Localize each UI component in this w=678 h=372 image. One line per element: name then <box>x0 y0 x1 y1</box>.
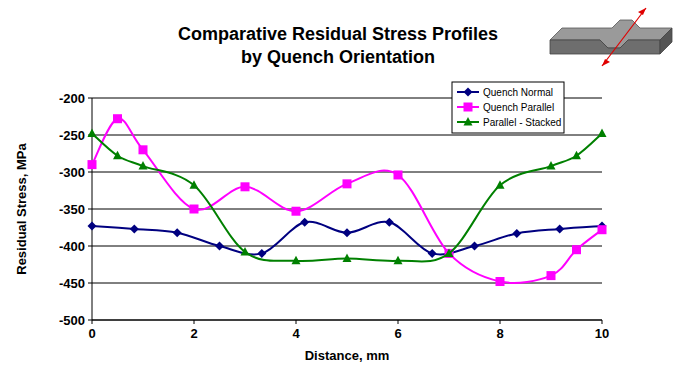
title-line: Comparative Residual Stress Profiles <box>178 24 498 44</box>
point <box>300 218 309 227</box>
x-tick <box>398 320 399 324</box>
x-tick-label: 2 <box>190 326 197 341</box>
legend: Quench Normal Quench Parallel Parallel - S… <box>452 82 564 133</box>
plot-area <box>88 114 607 286</box>
point <box>343 254 352 262</box>
point <box>139 145 148 154</box>
point <box>512 229 521 238</box>
y-tick-label: -450 <box>59 276 85 291</box>
y-tick <box>88 209 92 210</box>
point <box>241 247 250 256</box>
y-tick-label: -400 <box>59 239 85 254</box>
title: Comparative Residual Stress Profiles by Q… <box>178 24 498 67</box>
point <box>215 242 224 251</box>
y-tick <box>88 320 92 321</box>
x-tick-label: 0 <box>88 326 95 341</box>
series-line <box>92 222 602 255</box>
legend-box <box>452 82 564 133</box>
x-tick-label: 10 <box>595 326 609 341</box>
point <box>343 179 352 188</box>
x-tick-label: 4 <box>292 326 300 341</box>
x-tick <box>296 320 297 324</box>
x-tick-label: 6 <box>394 326 401 341</box>
title-line: by Quench Orientation <box>241 47 435 67</box>
y-tick-label: -300 <box>59 165 85 180</box>
x-axis-label: Distance, mm <box>305 348 390 363</box>
x-axis <box>92 320 602 321</box>
point <box>88 222 97 231</box>
y-axis-label: Residual Stress, MPa <box>14 142 29 274</box>
point <box>547 271 556 280</box>
icon-arrowheads <box>602 8 646 66</box>
legend-label: Quench Normal <box>483 87 553 98</box>
y-tick <box>88 172 92 173</box>
point <box>292 207 301 216</box>
y-tick <box>88 246 92 247</box>
legend-label: Quench Parallel <box>483 102 554 113</box>
icon-arrow <box>602 8 646 66</box>
grid-line <box>92 209 602 210</box>
point <box>130 224 139 233</box>
point <box>88 129 97 138</box>
y-tick <box>88 98 92 99</box>
point <box>343 228 352 237</box>
series-line <box>92 118 602 282</box>
grid-line <box>92 246 602 247</box>
y-tick-label: -200 <box>59 91 85 106</box>
point <box>385 218 394 227</box>
point <box>257 249 266 258</box>
specimen-side <box>550 40 660 54</box>
y-tick-label: -500 <box>59 313 85 328</box>
point <box>445 248 454 257</box>
y-tick-label: -350 <box>59 202 85 217</box>
point <box>470 242 479 251</box>
point <box>598 225 607 234</box>
x-tick-label: 8 <box>496 326 503 341</box>
point <box>139 161 148 170</box>
point <box>496 277 505 286</box>
point <box>598 129 607 138</box>
legend-marker <box>464 88 473 97</box>
legend-marker <box>464 117 473 126</box>
point <box>394 170 403 179</box>
point <box>88 160 97 169</box>
legend-marker <box>464 103 473 112</box>
grid-line <box>92 135 602 136</box>
x-tick <box>194 320 195 324</box>
series <box>88 218 607 258</box>
point <box>555 224 564 233</box>
point <box>547 161 556 170</box>
point <box>173 228 182 237</box>
series-line <box>92 134 602 262</box>
x-tick <box>500 320 501 324</box>
grid-line <box>92 320 602 321</box>
point <box>572 245 581 254</box>
point <box>190 205 199 214</box>
y-tick <box>88 283 92 284</box>
point <box>394 256 403 264</box>
point <box>113 151 122 160</box>
x-tick <box>92 320 93 324</box>
y-tick-label: -250 <box>59 128 85 143</box>
legend-label: Parallel - Stacked <box>483 117 561 128</box>
series <box>88 129 607 265</box>
specimen-end <box>660 28 672 54</box>
point <box>292 256 301 264</box>
point <box>113 114 122 123</box>
series <box>88 114 607 286</box>
point <box>496 180 505 189</box>
point <box>190 180 199 189</box>
chart: Comparative Residual Stress Profiles by Q… <box>0 0 678 372</box>
point <box>428 249 437 258</box>
point <box>572 151 581 160</box>
point <box>241 182 250 191</box>
specimen-icon <box>550 8 672 66</box>
x-tick <box>602 320 603 324</box>
